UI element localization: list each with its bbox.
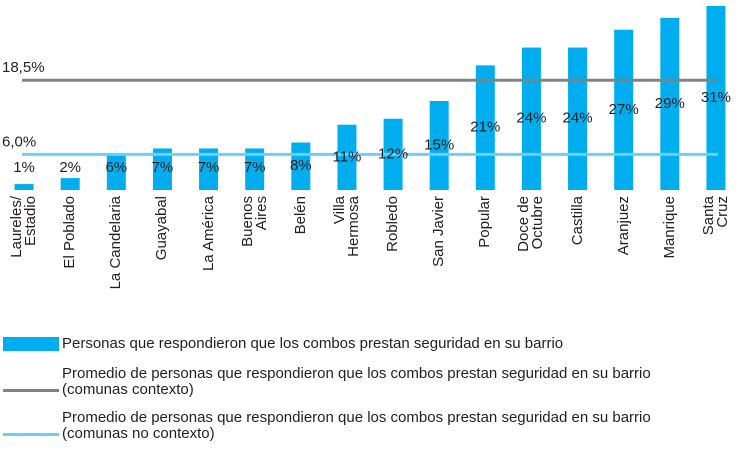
x-tick-label: Belén — [291, 196, 309, 235]
legend-swatch — [3, 389, 59, 392]
bar — [152, 148, 172, 190]
value-label: 31% — [701, 89, 731, 106]
value-label: 24% — [516, 110, 546, 127]
value-label: 8% — [290, 157, 312, 174]
bar — [475, 65, 495, 190]
value-label: 7% — [198, 159, 220, 176]
value-label: 15% — [424, 136, 454, 153]
x-tick-label: San Javier — [430, 196, 448, 267]
x-tick-label: Laureles/ Estadio — [8, 196, 40, 258]
x-tick-label: Villa Hermosa — [330, 196, 362, 257]
bar — [199, 148, 219, 190]
legend-label: Promedio de personas que respondieron qu… — [62, 409, 651, 442]
x-tick-label: La Candelaria — [107, 196, 125, 290]
bar — [706, 6, 726, 190]
x-tick-label: Manrique — [660, 196, 678, 259]
x-tick-label: Castilla — [568, 196, 586, 246]
value-label: 7% — [152, 159, 174, 176]
value-label: 6% — [105, 159, 127, 176]
bar — [660, 17, 680, 190]
x-tick-label: La América — [199, 196, 217, 272]
x-tick-label: Santa Cruz — [699, 196, 731, 236]
reference-label: 18,5% — [2, 59, 45, 76]
value-label: 12% — [378, 145, 408, 162]
x-tick-label: Robledo — [384, 196, 402, 252]
value-label: 27% — [609, 101, 639, 118]
legend-label: Promedio de personas que respondieron qu… — [62, 365, 651, 398]
x-tick-label: El Poblado — [61, 196, 79, 269]
bar — [14, 184, 34, 190]
plot: 18,5% 6,0% 1% 2% 6% 7% 7% 7% 8% 11% 12% 15% 21% 24% 24… — [2, 6, 731, 190]
value-label: 11% — [332, 148, 361, 165]
value-label: 7% — [244, 159, 266, 176]
x-tick-label: Doce de Octubre — [515, 196, 547, 252]
value-label: 29% — [655, 95, 685, 112]
value-label: 2% — [59, 159, 81, 176]
bar — [429, 100, 449, 190]
bar — [60, 178, 80, 190]
x-tick-label: Guayabal — [153, 196, 171, 261]
legend-label: Personas que respondieron que los combos… — [62, 335, 564, 352]
bar — [614, 29, 634, 190]
value-label: 1% — [13, 159, 35, 176]
value-label: 21% — [470, 119, 500, 136]
bar — [106, 154, 126, 190]
x-tick-label: Buenos Aires — [238, 196, 270, 247]
x-tick-label: Popular — [476, 196, 494, 248]
bar — [245, 148, 265, 190]
value-label: 24% — [563, 110, 593, 127]
reference-label: 6,0% — [2, 133, 36, 150]
legend-swatch — [3, 433, 59, 436]
legend-swatch — [3, 337, 59, 351]
bar — [337, 124, 357, 190]
x-tick-label: Aranjuez — [614, 196, 632, 256]
